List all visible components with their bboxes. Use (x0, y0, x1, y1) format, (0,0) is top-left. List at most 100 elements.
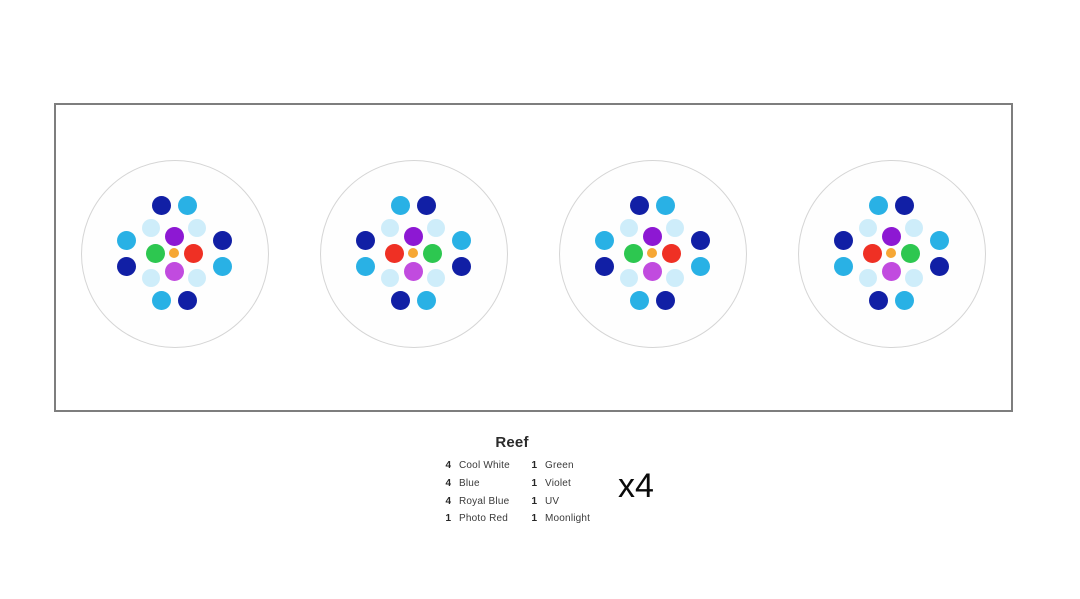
led-cool-white (859, 269, 877, 287)
led-royal-blue (390, 290, 410, 310)
led-royal-blue (416, 195, 436, 215)
led-blue (212, 256, 232, 276)
led-violet (881, 226, 901, 246)
multiplier-label: x4 (618, 467, 654, 505)
legend-column-2: 1 Green 1 Violet 1 UV 1 Moonlight (527, 457, 590, 528)
legend-column-1: 4 Cool White 4 Blue 4 Royal Blue 1 Photo Red (441, 457, 515, 528)
led-royal-blue (929, 256, 949, 276)
led-royal-blue (655, 290, 675, 310)
led-cool-white (142, 269, 160, 287)
led-blue (416, 290, 436, 310)
led-uv (642, 261, 662, 281)
led-uv (403, 261, 423, 281)
led-moonlight (886, 248, 896, 258)
led-royal-blue (629, 195, 649, 215)
led-blue (833, 256, 853, 276)
led-green (900, 243, 920, 263)
legend-row: 4 Royal Blue (441, 492, 515, 510)
led-royal-blue (116, 256, 136, 276)
legend-count: 1 (531, 460, 537, 472)
led-uv (164, 261, 184, 281)
legend-count: 4 (445, 495, 451, 507)
led-blue (690, 256, 710, 276)
legend-row: 1 UV (527, 492, 590, 510)
led-royal-blue (177, 290, 197, 310)
led-cool-white (381, 269, 399, 287)
led-cool-white (188, 269, 206, 287)
led-green (145, 243, 165, 263)
led-uv (881, 261, 901, 281)
legend-row: 1 Moonlight (527, 510, 590, 528)
led-royal-blue (212, 230, 232, 250)
led-blue (594, 230, 614, 250)
led-violet (642, 226, 662, 246)
led-royal-blue (355, 230, 375, 250)
led-photo-red (661, 243, 681, 263)
legend-label: Blue (459, 478, 480, 490)
legend-label: Moonlight (545, 513, 591, 525)
legend-count: 1 (531, 495, 537, 507)
legend-label: UV (545, 495, 560, 507)
legend-row: 4 Cool White (441, 457, 515, 475)
puck-3 (559, 160, 747, 348)
led-cool-white (142, 219, 160, 237)
fixture-frame (54, 103, 1013, 412)
led-blue (116, 230, 136, 250)
led-blue (151, 290, 171, 310)
led-cool-white (666, 269, 684, 287)
led-moonlight (408, 248, 418, 258)
led-blue (177, 195, 197, 215)
legend-label: Photo Red (459, 513, 509, 525)
legend-row: 1 Green (527, 457, 590, 475)
legend-label: Green (545, 460, 574, 472)
legend-count: 4 (445, 460, 451, 472)
led-cool-white (859, 219, 877, 237)
led-violet (164, 226, 184, 246)
legend-count: 4 (445, 478, 451, 490)
led-cool-white (620, 269, 638, 287)
legend-row: 1 Violet (527, 475, 590, 493)
legend-row: 1 Photo Red (441, 510, 515, 528)
legend-label: Violet (545, 478, 572, 490)
led-blue (894, 290, 914, 310)
led-royal-blue (594, 256, 614, 276)
led-violet (403, 226, 423, 246)
puck-4 (798, 160, 986, 348)
led-royal-blue (451, 256, 471, 276)
led-royal-blue (151, 195, 171, 215)
led-photo-red (384, 243, 404, 263)
led-cool-white (905, 219, 923, 237)
puck-1 (81, 160, 269, 348)
legend-count: 1 (531, 478, 537, 490)
led-blue (929, 230, 949, 250)
led-cool-white (620, 219, 638, 237)
led-photo-red (183, 243, 203, 263)
led-moonlight (647, 248, 657, 258)
led-blue (868, 195, 888, 215)
led-blue (629, 290, 649, 310)
led-blue (390, 195, 410, 215)
legend-count: 1 (531, 513, 537, 525)
legend-label: Cool White (459, 460, 510, 472)
led-cool-white (381, 219, 399, 237)
led-cool-white (188, 219, 206, 237)
led-cool-white (666, 219, 684, 237)
led-royal-blue (833, 230, 853, 250)
led-royal-blue (690, 230, 710, 250)
legend-title: Reef (495, 434, 529, 451)
led-cool-white (427, 269, 445, 287)
led-cool-white (427, 219, 445, 237)
led-blue (655, 195, 675, 215)
led-green (623, 243, 643, 263)
legend-row: 4 Blue (441, 475, 515, 493)
puck-2 (320, 160, 508, 348)
led-green (422, 243, 442, 263)
led-royal-blue (868, 290, 888, 310)
legend-count: 1 (445, 513, 451, 525)
led-blue (451, 230, 471, 250)
led-blue (355, 256, 375, 276)
led-photo-red (862, 243, 882, 263)
led-moonlight (169, 248, 179, 258)
